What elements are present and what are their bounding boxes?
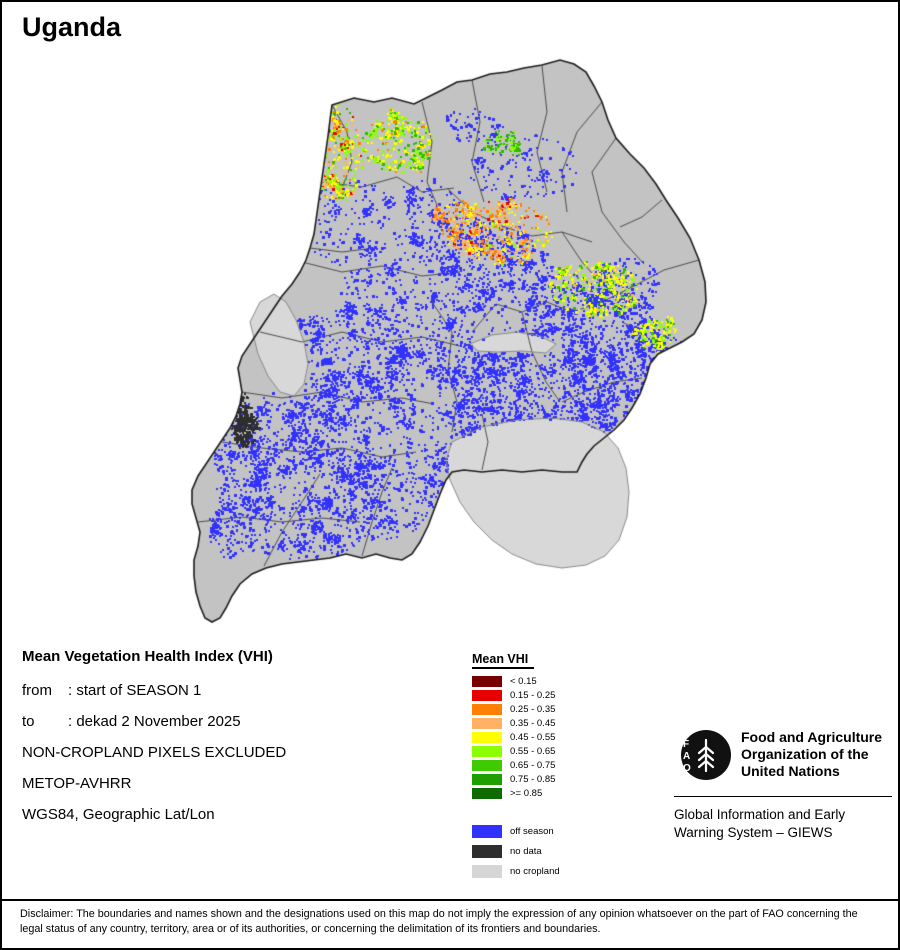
disclaimer-divider: [2, 899, 898, 901]
legend-label: 0.25 - 0.35: [510, 704, 556, 715]
legend-entry: 0.75 - 0.85: [472, 774, 560, 785]
legend-entry: 0.25 - 0.35: [472, 704, 560, 715]
svg-text:F: F: [683, 739, 689, 750]
info-line-value: : dekad 2 November 2025: [68, 713, 241, 730]
disclaimer-text: Disclaimer: The boundaries and names sho…: [20, 908, 858, 935]
legend-label: 0.35 - 0.45: [510, 718, 556, 729]
legend-swatch: [472, 788, 502, 799]
legend-swatch: [472, 760, 502, 771]
legend-entry: off season: [472, 825, 560, 838]
legend-entries: < 0.15 0.15 - 0.25 0.25 - 0.35 0.35 - 0.45 0…: [472, 676, 560, 799]
giews-label: Global Information and Early Warning Sys…: [674, 807, 846, 840]
legend-label: 0.75 - 0.85: [510, 774, 556, 785]
info-line-value: : start of SEASON 1: [68, 682, 202, 699]
legend-entry: 0.45 - 0.55: [472, 732, 560, 743]
legend-label: 0.55 - 0.65: [510, 746, 556, 757]
fao-logo-icon: F A O: [674, 726, 732, 784]
legend-swatch: [472, 865, 502, 878]
fao-block: F A O Food and Agriculture Organization …: [674, 726, 892, 842]
info-line-label: from: [22, 682, 52, 699]
fao-divider: [674, 796, 892, 797]
legend-entry: >= 0.85: [472, 788, 560, 799]
vhi-legend: Mean VHI < 0.15 0.15 - 0.25 0.25 - 0.35 0.3…: [472, 650, 560, 885]
legend-extra-entries: off season no data no cropland: [472, 825, 560, 878]
legend-entry: no cropland: [472, 865, 560, 878]
info-line-projection: WGS84, Geographic Lat/Lon: [22, 806, 286, 823]
info-heading: Mean Vegetation Health Index (VHI): [22, 648, 273, 665]
legend-entry: 0.15 - 0.25: [472, 690, 560, 701]
legend-label: < 0.15: [510, 676, 537, 687]
info-line-noncropland: NON-CROPLAND PIXELS EXCLUDED: [22, 744, 286, 761]
legend-label: >= 0.85: [510, 788, 543, 799]
legend-swatch: [472, 825, 502, 838]
legend-swatch: [472, 690, 502, 701]
legend-swatch: [472, 704, 502, 715]
info-line-value: WGS84, Geographic Lat/Lon: [22, 806, 215, 823]
info-line-value: NON-CROPLAND PIXELS EXCLUDED: [22, 744, 287, 761]
legend-label: no cropland: [510, 866, 560, 877]
legend-label: 0.45 - 0.55: [510, 732, 556, 743]
fao-header: F A O Food and Agriculture Organization …: [674, 726, 892, 784]
legend-label: off season: [510, 826, 554, 837]
svg-text:O: O: [683, 763, 691, 774]
legend-label: 0.65 - 0.75: [510, 760, 556, 771]
legend-entry: no data: [472, 845, 560, 858]
legend-swatch: [472, 746, 502, 757]
fao-org-name: Food and Agriculture Organization of the…: [741, 729, 883, 779]
legend-entry: < 0.15: [472, 676, 560, 687]
info-line-sensor: METOP-AVHRR: [22, 775, 286, 792]
legend-swatch: [472, 718, 502, 729]
svg-text:A: A: [683, 751, 690, 762]
info-line-value: METOP-AVHRR: [22, 775, 132, 792]
info-line-to: to : dekad 2 November 2025: [22, 713, 286, 730]
legend-label: 0.15 - 0.25: [510, 690, 556, 701]
legend-label: no data: [510, 846, 542, 857]
legend-title: Mean VHI: [472, 652, 534, 669]
legend-entry: 0.35 - 0.45: [472, 718, 560, 729]
legend-entry: 0.65 - 0.75: [472, 760, 560, 771]
page-title: Uganda: [22, 12, 122, 42]
legend-entry: 0.55 - 0.65: [472, 746, 560, 757]
info-line-from: from : start of SEASON 1: [22, 682, 286, 699]
map-info-block: Mean Vegetation Health Index (VHI) from:…: [22, 648, 286, 837]
legend-swatch: [472, 732, 502, 743]
legend-swatch: [472, 845, 502, 858]
info-line-label: to: [22, 713, 35, 730]
legend-swatch: [472, 774, 502, 785]
legend-swatch: [472, 676, 502, 687]
